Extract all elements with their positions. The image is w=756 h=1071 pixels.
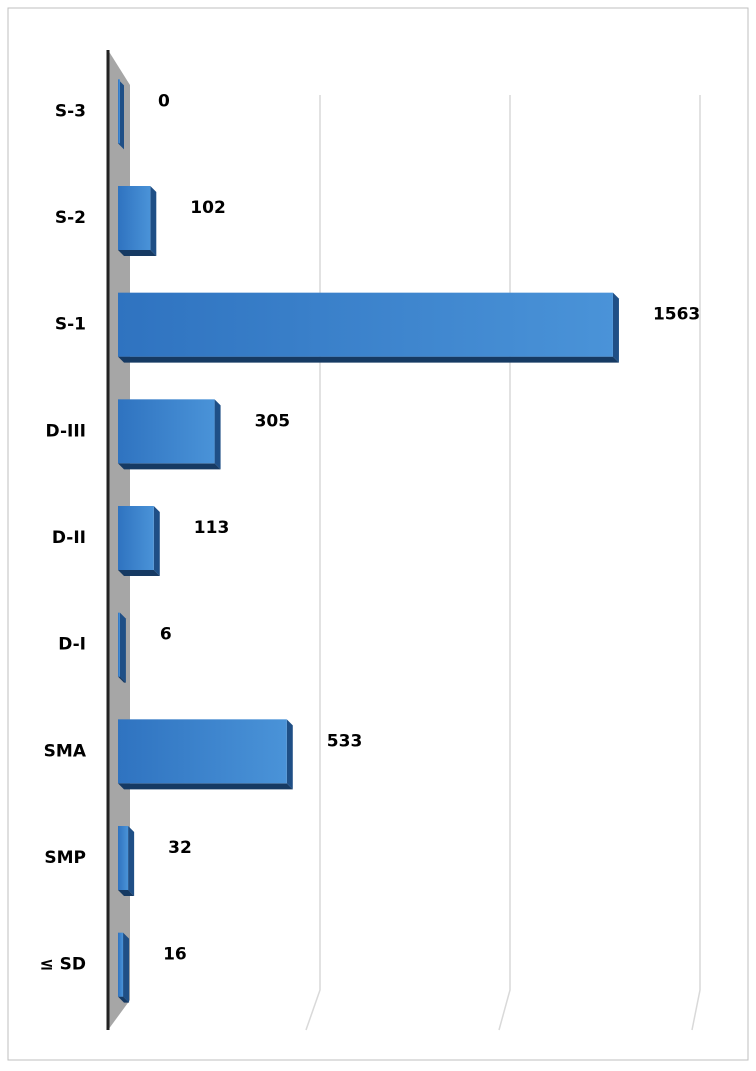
bar-bottom: [118, 996, 130, 1003]
bar-side: [286, 719, 293, 790]
bar: [118, 932, 124, 997]
grid-line: [691, 95, 701, 1031]
value-label: 533: [327, 731, 363, 751]
y-tick-label: D-III: [46, 421, 86, 441]
bar: [118, 79, 120, 144]
value-label: 6: [160, 625, 172, 645]
bar: [118, 186, 151, 250]
value-label: 1563: [653, 305, 700, 325]
bar-bottom: [118, 676, 126, 683]
y-tick-label: ≤ SD: [39, 955, 86, 975]
bar: [118, 826, 129, 890]
bar-side: [214, 399, 221, 470]
bar: [118, 399, 215, 464]
bar-side: [150, 186, 157, 256]
bar-side: [612, 292, 619, 363]
y-tick-label: SMP: [44, 848, 86, 868]
y-tick-label: D-I: [58, 635, 86, 655]
y-tick-label: S-2: [55, 208, 86, 228]
grid-line: [498, 95, 511, 1031]
frame: [7, 7, 749, 1061]
grid-line: [305, 95, 321, 1031]
value-label: 32: [168, 838, 192, 858]
bar-bottom: [118, 783, 293, 790]
value-label: 305: [255, 411, 290, 431]
y-tick-label: D-II: [52, 528, 86, 548]
bar-bottom: [118, 250, 157, 256]
value-label: 102: [190, 198, 226, 218]
bar-side: [119, 612, 126, 683]
value-label: 113: [194, 518, 230, 538]
bar-bottom: [118, 463, 221, 470]
y-tick-label: S-1: [55, 315, 86, 335]
bar-side: [128, 826, 135, 896]
bar-bottom: [118, 570, 160, 576]
bar: [118, 506, 154, 570]
bar: [118, 719, 287, 784]
bar-bottom: [118, 890, 135, 896]
y-tick-label: SMA: [44, 741, 87, 761]
y-tick-label: S-3: [55, 101, 86, 121]
bar-side: [123, 932, 130, 1003]
value-label: 0: [158, 91, 170, 111]
bar-side: [153, 506, 160, 576]
value-label: 16: [163, 945, 187, 965]
bar: [118, 612, 120, 677]
bar: [118, 292, 613, 357]
bar-bottom: [118, 356, 619, 363]
